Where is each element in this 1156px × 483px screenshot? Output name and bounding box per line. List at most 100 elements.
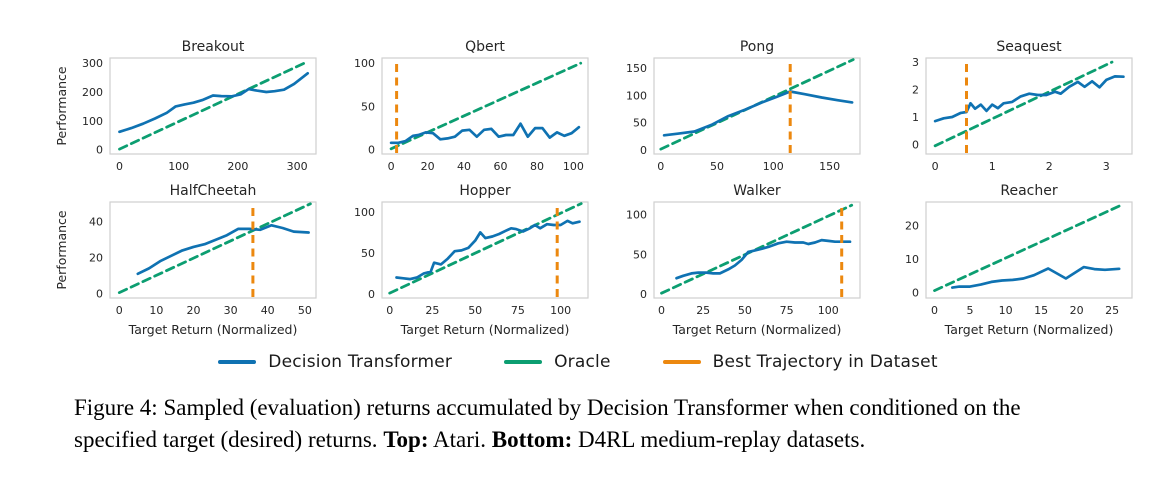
plot-walker-svg: Walker 0 50 100 0 25 50 75 100 Target Return (Nor…	[626, 183, 861, 337]
x-tick-label: 25	[1105, 304, 1119, 317]
y-tick-label: 2	[912, 84, 919, 97]
y-axis-label: Performance	[54, 210, 69, 290]
plot-seaquest-svg: Seaquest 0 1 2 3 0 1 2 3	[912, 39, 1133, 173]
x-tick-label: 0	[386, 304, 393, 317]
legend-item-oracle: Oracle	[504, 352, 611, 372]
x-tick-label: 60	[494, 160, 508, 173]
legend-item-decision-transformer: Decision Transformer	[218, 352, 452, 372]
legend-label: Oracle	[554, 352, 611, 372]
decision-transformer-line	[136, 223, 310, 276]
caption-prefix: Figure 4:	[74, 395, 158, 420]
x-axis-label: Target Return (Normalized)	[128, 322, 298, 337]
plot-reacher-svg: Reacher 0 10 20 0 5 10 15 20 25 Target Return (Nor…	[905, 183, 1133, 337]
legend-label: Decision Transformer	[268, 352, 453, 372]
caption-top-label: Top:	[383, 426, 429, 452]
x-tick-label: 50	[738, 304, 752, 317]
y-tick-label: 1	[912, 111, 919, 124]
y-tick-label: 10	[905, 253, 919, 266]
x-tick-label: 30	[224, 304, 238, 317]
x-tick-label: 5	[967, 304, 974, 317]
plot-qbert-svg: Qbert 0 50 100 0 20 40 60 80 100	[354, 39, 589, 173]
plot-title: Hopper	[459, 183, 510, 199]
y-tick-label: 300	[82, 57, 103, 70]
x-tick-label: 2	[1046, 160, 1053, 173]
y-tick-label: 20	[905, 220, 919, 233]
axes-frame	[925, 57, 1133, 155]
x-tick-label: 100	[168, 160, 189, 173]
x-tick-label: 20	[187, 304, 201, 317]
y-tick-label: 20	[89, 252, 103, 265]
decision-transformer-line	[662, 90, 854, 137]
x-tick-label: 100	[550, 304, 571, 317]
decision-transformer-line-icon	[218, 360, 257, 364]
x-tick-label: 40	[261, 304, 275, 317]
y-tick-label: 100	[354, 206, 375, 219]
plot-pong-svg: Pong 0 50 100 150 0 50 100 150	[626, 39, 861, 173]
y-tick-label: 50	[361, 247, 375, 260]
y-tick-label: 100	[626, 209, 647, 222]
x-tick-label: 1	[989, 160, 996, 173]
plot-title: Breakout	[182, 39, 245, 55]
y-tick-label: 40	[89, 216, 103, 229]
plot-pong: Pong 0 50 100 150 0 50 100 150	[598, 38, 870, 182]
x-tick-label: 100	[818, 304, 839, 317]
x-tick-label: 50	[710, 160, 724, 173]
plot-title: Walker	[733, 183, 781, 199]
caption-bottom-text: D4RL medium-replay datasets.	[577, 426, 866, 452]
best-trajectory-line-icon	[662, 360, 701, 364]
x-axis-label: Target Return (Normalized)	[400, 322, 570, 337]
plot-hopper: Hopper 0 50 100 0 25 50 75 100 Target Return (Nor…	[326, 182, 598, 344]
figure-caption: Figure 4: Sampled (evaluation) returns a…	[74, 392, 1092, 455]
x-tick-label: 50	[468, 304, 482, 317]
plot-qbert: Qbert 0 50 100 0 20 40 60 80 100	[326, 38, 598, 182]
plot-title: Qbert	[465, 39, 505, 55]
x-tick-label: 0	[657, 160, 664, 173]
legend: Decision Transformer Oracle Best Traject…	[0, 352, 1156, 372]
y-tick-label: 0	[912, 138, 919, 151]
y-tick-label: 0	[640, 288, 647, 301]
x-tick-label: 10	[149, 304, 163, 317]
decision-transformer-line	[118, 71, 310, 134]
y-tick-label: 100	[626, 89, 647, 102]
decision-transformer-line	[675, 238, 852, 280]
x-tick-label: 15	[1034, 304, 1048, 317]
plot-hopper-svg: Hopper 0 50 100 0 25 50 75 100 Target Return (Nor…	[354, 183, 589, 337]
axes-frame	[925, 201, 1133, 299]
oracle-line	[933, 60, 1114, 148]
plot-breakout: Breakout 0 100 200 300 0 100 200 300 Performance	[54, 38, 326, 182]
y-tick-label: 0	[640, 144, 647, 157]
x-tick-label: 25	[425, 304, 439, 317]
y-tick-label: 200	[82, 86, 103, 99]
plot-breakout-svg: Breakout 0 100 200 300 0 100 200 300 Performance	[54, 39, 317, 173]
x-tick-label: 100	[563, 160, 584, 173]
y-tick-label: 0	[96, 288, 103, 301]
decision-transformer-line	[395, 219, 581, 281]
x-tick-label: 75	[780, 304, 794, 317]
oracle-line	[117, 202, 312, 294]
y-tick-label: 0	[96, 144, 103, 157]
plot-title: Pong	[740, 39, 774, 55]
caption-top-text: Atari.	[432, 426, 486, 452]
y-tick-label: 50	[633, 117, 647, 130]
oracle-line	[388, 202, 583, 295]
x-axis-label: Target Return (Normalized)	[944, 322, 1114, 337]
plot-seaquest: Seaquest 0 1 2 3 0 1 2 3	[870, 38, 1142, 182]
x-tick-label: 20	[1070, 304, 1084, 317]
y-tick-label: 3	[912, 56, 919, 69]
plot-title: Seaquest	[996, 39, 1062, 55]
x-tick-label: 300	[287, 160, 308, 173]
plot-reacher: Reacher 0 10 20 0 5 10 15 20 25 Target Return (Nor…	[870, 182, 1142, 344]
y-tick-label: 0	[368, 144, 375, 157]
y-tick-label: 50	[633, 248, 647, 261]
x-tick-label: 100	[763, 160, 784, 173]
y-tick-label: 150	[626, 62, 647, 75]
x-tick-label: 20	[421, 160, 435, 173]
y-tick-label: 50	[361, 100, 375, 113]
x-tick-label: 0	[388, 160, 395, 173]
plot-walker: Walker 0 50 100 0 25 50 75 100 Target Return (Nor…	[598, 182, 870, 344]
y-tick-label: 0	[368, 288, 375, 301]
x-tick-label: 50	[298, 304, 312, 317]
legend-item-best-trajectory: Best Trajectory in Dataset	[662, 352, 938, 372]
x-tick-label: 200	[227, 160, 248, 173]
